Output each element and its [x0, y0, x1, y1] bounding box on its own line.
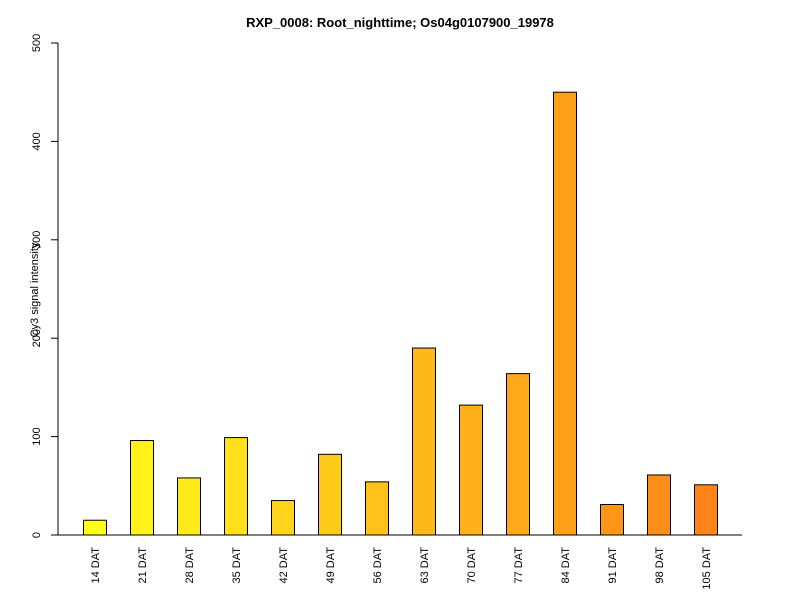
x-tick-label: 56 DAT	[372, 547, 384, 584]
bar	[365, 481, 389, 536]
x-tick-label: 28 DAT	[184, 547, 196, 584]
x-tick-label: 14 DAT	[90, 547, 102, 584]
y-tick-label: 500	[31, 34, 43, 52]
bar	[553, 91, 577, 536]
bar	[271, 500, 295, 536]
y-axis: 0 100 200 300 400 500	[31, 34, 59, 538]
bar	[600, 503, 624, 536]
y-axis-label: Cy3 signal intensity	[29, 242, 41, 337]
x-axis-labels: 14 DAT 21 DAT 28 DAT 35 DAT 42 DAT 49 DAT 56 D…	[90, 547, 713, 590]
bars	[83, 91, 718, 536]
y-tick-label: 0	[31, 532, 43, 538]
x-tick-label: 49 DAT	[325, 547, 337, 584]
bar	[224, 437, 248, 536]
x-tick-label: 84 DAT	[560, 547, 572, 584]
y-tick-label: 200	[31, 329, 43, 347]
y-tick-label: 300	[31, 231, 43, 249]
bar	[83, 519, 107, 536]
x-tick-label: 91 DAT	[607, 547, 619, 584]
x-tick-label: 77 DAT	[513, 547, 525, 584]
bar	[177, 477, 201, 536]
bar	[694, 484, 718, 536]
bar	[459, 404, 483, 536]
bar	[506, 373, 530, 536]
bar	[318, 453, 342, 536]
bar	[412, 347, 436, 536]
bar	[647, 474, 671, 536]
x-tick-label: 42 DAT	[278, 547, 290, 584]
x-tick-label: 63 DAT	[419, 547, 431, 584]
chart-title: RXP_0008: Root_nighttime; Os04g0107900_1…	[246, 15, 554, 30]
y-tick-label: 400	[31, 132, 43, 150]
x-tick-label: 70 DAT	[466, 547, 478, 584]
x-tick-label: 21 DAT	[137, 547, 149, 584]
x-tick-label: 98 DAT	[654, 547, 666, 584]
y-tick-label: 100	[31, 427, 43, 445]
bar	[130, 440, 154, 536]
x-tick-label: 35 DAT	[231, 547, 243, 584]
x-tick-label: 105 DAT	[701, 547, 713, 590]
